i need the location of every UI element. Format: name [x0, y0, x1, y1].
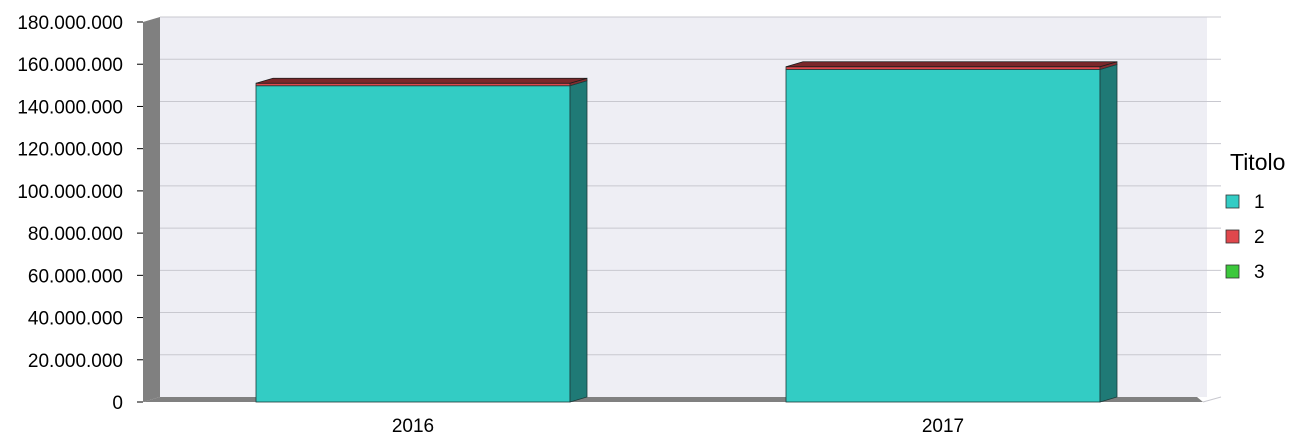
legend-swatch: [1225, 194, 1240, 209]
x-tick-label: 2016: [392, 416, 434, 434]
x-axis: 2016 2017: [392, 416, 964, 437]
floor-edge: [1202, 396, 1222, 403]
legend-item[interactable]: 2: [1225, 227, 1265, 248]
y-tick-label: 20.000.000: [28, 351, 123, 372]
y-tick-label: 60.000.000: [28, 266, 123, 287]
bar-side: [569, 80, 588, 403]
bars: [255, 61, 1118, 403]
legend-label: 1: [1254, 192, 1265, 213]
bar-segment: [255, 85, 571, 403]
bar-stack: [785, 61, 1118, 403]
y-tick-label: 180.000.000: [17, 13, 123, 34]
y-tick-label: 100.000.000: [17, 182, 123, 203]
bar-top: [785, 61, 1118, 68]
bar-side: [1099, 63, 1118, 403]
legend-swatch: [1225, 229, 1240, 244]
x-tick-label: 2017: [922, 416, 964, 434]
legend-swatch: [1225, 264, 1240, 279]
bar-top: [255, 77, 588, 84]
bar-segment: [785, 66, 1101, 70]
legend[interactable]: Titolo 1 2 3: [1225, 149, 1285, 283]
side-wall: [143, 17, 160, 402]
legend-title: Titolo: [1230, 149, 1285, 175]
legend-item[interactable]: 1: [1225, 192, 1265, 213]
y-tick-label: 120.000.000: [17, 140, 123, 161]
bar-segment: [785, 69, 1101, 403]
y-tick-label: 160.000.000: [17, 55, 123, 76]
y-axis: 0 20.000.000 40.000.000 60.000.000 80.000.00…: [17, 13, 143, 414]
legend-label: 2: [1254, 227, 1265, 248]
y-tick-label: 140.000.000: [17, 97, 123, 118]
legend-item[interactable]: 3: [1225, 262, 1265, 283]
y-tick-label: 0: [112, 393, 123, 414]
legend-label: 3: [1254, 262, 1265, 283]
y-tick-label: 40.000.000: [28, 309, 123, 330]
bar-stack: [255, 77, 588, 403]
y-tick-label: 80.000.000: [28, 224, 123, 245]
